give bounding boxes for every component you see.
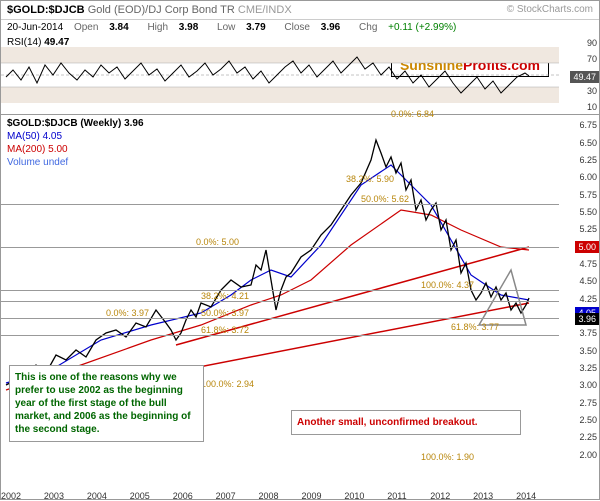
attribution: © StockCharts.com	[507, 4, 593, 15]
high-val: 3.98	[179, 22, 198, 33]
price-chart: 0.0%: 6.8438.2%: 5.9050.0%: 5.620.0%: 5.…	[1, 115, 559, 465]
y-tick: 3.25	[579, 363, 597, 373]
open-val: 3.84	[109, 22, 128, 33]
h-line	[1, 318, 559, 319]
symbol: $GOLD:$DJCB	[7, 4, 85, 16]
date: 20-Jun-2014	[7, 22, 63, 33]
ohlc-bar: 20-Jun-2014 Open 3.84 High 3.98 Low 3.79…	[1, 20, 599, 35]
fib-label: 61.8%: 3.77	[451, 322, 499, 332]
rsi-current: 49.47	[570, 71, 599, 83]
rsi-tick: 70	[587, 54, 597, 64]
fib-label: 0.0%: 6.84	[391, 109, 434, 119]
y-tick: 3.50	[579, 346, 597, 356]
fib-label: 100.0%: 2.94	[201, 379, 254, 389]
y-tick: 5.25	[579, 224, 597, 234]
fib-label: 100.0%: 1.90	[421, 452, 474, 462]
price-marker: 5.00	[575, 241, 599, 253]
rsi-panel: RSI(14) 49.47 SunshineProfits.com 907050…	[1, 35, 599, 115]
y-tick: 3.75	[579, 328, 597, 338]
rsi-chart	[1, 35, 559, 115]
annotation-bull-market: This is one of the reasons why we prefer…	[9, 365, 204, 442]
fib-label: 50.0%: 5.62	[361, 194, 409, 204]
chart-header: © StockCharts.com $GOLD:$DJCB Gold (EOD)…	[1, 1, 599, 20]
y-tick: 2.50	[579, 415, 597, 425]
y-tick: 4.50	[579, 276, 597, 286]
close-val: 3.96	[321, 22, 340, 33]
fib-label: 50.0%: 3.97	[201, 308, 249, 318]
h-line	[1, 335, 559, 336]
symbol-desc: Gold (EOD)/DJ Corp Bond TR	[88, 4, 235, 16]
y-tick: 2.75	[579, 398, 597, 408]
h-line	[1, 247, 559, 248]
rsi-tick: 90	[587, 38, 597, 48]
y-tick: 6.25	[579, 155, 597, 165]
y-tick: 3.00	[579, 380, 597, 390]
y-tick: 6.75	[579, 120, 597, 130]
price-marker: 3.96	[575, 313, 599, 325]
fib-label: 0.0%: 5.00	[196, 237, 239, 247]
chg-val: +0.11 (+2.99%)	[388, 22, 456, 33]
chart-container: © StockCharts.com $GOLD:$DJCB Gold (EOD)…	[0, 0, 600, 500]
y-tick: 5.50	[579, 207, 597, 217]
fib-label: 61.8%: 3.72	[201, 325, 249, 335]
h-line	[1, 290, 559, 291]
y-tick: 4.75	[579, 259, 597, 269]
y-tick: 2.25	[579, 432, 597, 442]
annotation-breakout: Another small, unconfirmed breakout.	[291, 410, 521, 435]
rsi-tick: 30	[587, 86, 597, 96]
fib-label: 100.0%: 4.37	[421, 280, 474, 290]
fib-label: 38.2%: 5.90	[346, 174, 394, 184]
y-tick: 4.25	[579, 294, 597, 304]
y-tick: 6.50	[579, 138, 597, 148]
fib-label: 0.0%: 3.97	[106, 308, 149, 318]
h-line	[1, 204, 559, 205]
fib-label: 38.2%: 4.21	[201, 291, 249, 301]
rsi-tick: 10	[587, 102, 597, 112]
low-val: 3.79	[246, 22, 265, 33]
y-tick: 5.75	[579, 190, 597, 200]
y-tick: 6.00	[579, 172, 597, 182]
y-tick: 2.00	[579, 450, 597, 460]
main-panel: $GOLD:$DJCB (Weekly) 3.96 MA(50) 4.05 MA…	[1, 115, 599, 495]
h-line	[1, 301, 559, 302]
symbol-source: CME/INDX	[238, 4, 292, 16]
